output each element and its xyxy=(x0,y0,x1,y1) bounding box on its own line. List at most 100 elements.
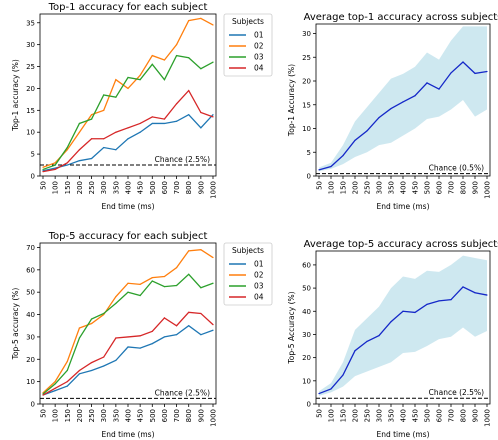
x-tick-label: 200 xyxy=(352,181,360,194)
y-axis-label: Top-1 accuracy (%) xyxy=(11,59,20,132)
y-tick-label: 30 xyxy=(302,331,311,339)
data-point xyxy=(200,249,202,251)
series-line xyxy=(42,324,214,396)
plot-frame xyxy=(39,242,217,405)
data-point xyxy=(175,103,178,105)
data-point xyxy=(151,330,153,332)
data-point xyxy=(78,160,81,162)
data-point xyxy=(42,168,44,171)
data-point xyxy=(90,362,93,364)
x-tick-label: 300 xyxy=(376,181,384,194)
chart-top1-average: Average top-1 accuracy across subjects Ch… xyxy=(287,12,498,211)
data-point xyxy=(450,299,452,301)
x-tick-label: 1000 xyxy=(210,181,218,199)
x-tick-label: 450 xyxy=(412,181,420,194)
x-tick-label: 600 xyxy=(161,181,169,194)
data-point xyxy=(163,59,166,61)
data-point xyxy=(139,335,141,337)
series-01 xyxy=(42,113,214,172)
legend-box xyxy=(223,242,273,306)
data-point xyxy=(200,127,202,129)
x-tick-label: 700 xyxy=(173,181,181,194)
y-tick-label: 15 xyxy=(26,107,35,115)
data-point xyxy=(78,149,81,151)
data-point xyxy=(426,303,428,305)
data-point xyxy=(78,337,81,339)
x-tick-label: 50 xyxy=(40,181,48,190)
data-point xyxy=(188,57,190,59)
confidence-band xyxy=(319,255,487,396)
data-point xyxy=(139,347,141,349)
data-point xyxy=(354,350,356,352)
data-point xyxy=(66,381,68,383)
data-point xyxy=(115,149,117,151)
data-point xyxy=(414,95,416,97)
y-tick-label: 20 xyxy=(302,78,311,86)
y-tick-label: 25 xyxy=(302,54,311,62)
legend-label: 03 xyxy=(254,53,264,62)
y-tick-label: 0 xyxy=(31,401,35,409)
data-point xyxy=(66,162,68,164)
y-tick-label: 30 xyxy=(26,41,35,49)
data-point xyxy=(115,79,117,81)
data-point xyxy=(42,171,44,173)
data-point xyxy=(188,90,190,92)
data-point xyxy=(78,327,81,329)
chart-title: Top-1 accuracy for each subject xyxy=(48,2,208,13)
x-tick-label: 250 xyxy=(88,409,96,422)
y-tick-label: 30 xyxy=(302,30,311,38)
y-tick-label: 20 xyxy=(302,354,311,362)
data-point xyxy=(103,312,105,315)
data-point xyxy=(378,335,380,337)
data-point xyxy=(342,374,344,376)
data-point xyxy=(54,162,56,164)
data-point xyxy=(366,340,368,343)
x-tick-label: 100 xyxy=(52,181,60,194)
data-point xyxy=(200,312,202,315)
data-point xyxy=(390,321,392,323)
data-point xyxy=(66,149,68,151)
x-tick-label: 800 xyxy=(460,409,468,422)
y-tick-label: 20 xyxy=(26,356,35,364)
data-point xyxy=(151,116,153,118)
data-point xyxy=(66,360,68,363)
x-tick-label: 450 xyxy=(137,181,145,194)
y-tick-label: 10 xyxy=(26,378,35,386)
data-point xyxy=(462,286,464,288)
data-point xyxy=(151,277,153,279)
data-point xyxy=(354,139,356,141)
data-point xyxy=(115,96,117,98)
chance-label: Chance (2.5%) xyxy=(155,388,210,397)
data-point xyxy=(462,61,464,63)
data-point xyxy=(438,88,440,90)
x-tick-label: 150 xyxy=(340,181,348,194)
x-axis-label: End time (ms) xyxy=(376,202,429,211)
x-tick-label: 900 xyxy=(472,409,480,422)
x-tick-label: 50 xyxy=(316,181,324,190)
data-point xyxy=(200,334,202,336)
x-tick-label: 150 xyxy=(64,181,72,194)
data-point xyxy=(200,17,202,19)
data-point xyxy=(402,310,404,312)
y-tick-label: 60 xyxy=(302,261,311,269)
data-point xyxy=(438,300,440,302)
chance-label: Chance (2.5%) xyxy=(429,388,484,397)
data-point xyxy=(42,394,44,396)
data-point xyxy=(139,283,141,285)
data-point xyxy=(188,114,190,116)
data-point xyxy=(54,168,56,171)
data-point xyxy=(66,164,68,166)
data-point xyxy=(78,373,81,375)
x-tick-label: 800 xyxy=(185,181,193,194)
x-tick-label: 250 xyxy=(364,181,372,194)
data-point xyxy=(139,74,141,76)
y-tick-label: 0 xyxy=(31,173,35,181)
chart-title: Average top-1 accuracy across subjects xyxy=(304,12,498,23)
data-point xyxy=(151,343,153,345)
data-point xyxy=(486,294,488,296)
data-point xyxy=(486,70,488,73)
x-tick-label: 700 xyxy=(448,181,456,194)
data-point xyxy=(378,116,380,119)
data-point xyxy=(175,325,178,327)
data-point xyxy=(390,107,392,110)
